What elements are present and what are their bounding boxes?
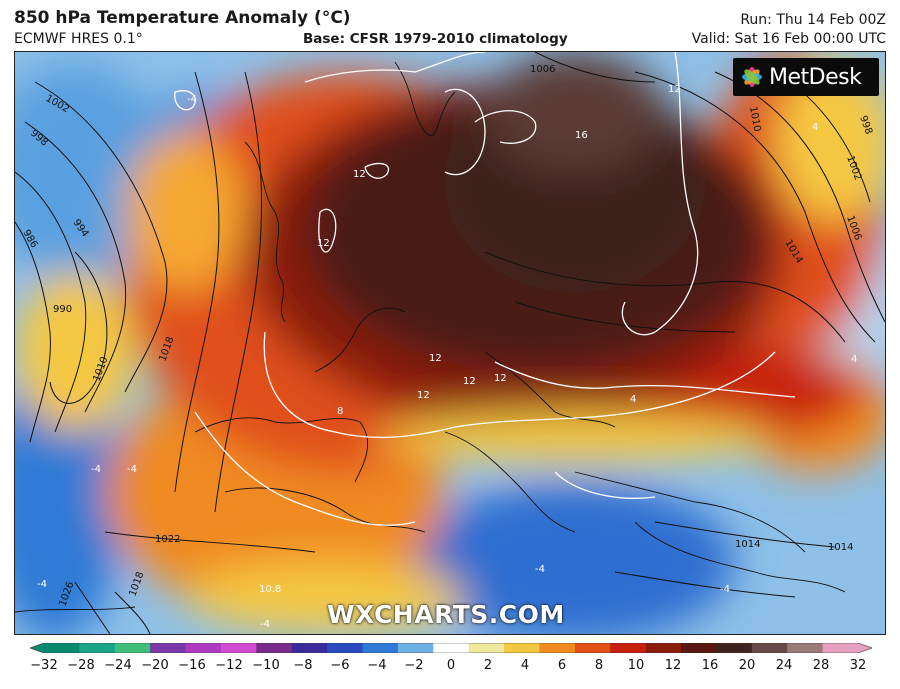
metdesk-logo-icon [742,67,762,87]
base-climatology-label: Base: CFSR 1979-2010 climatology [303,31,568,47]
isobars [15,52,885,634]
colorbar-tick-label: −10 [252,658,280,673]
anomaly-label: 10.8 [259,584,281,595]
anomaly-label: -4 [91,464,101,475]
colorbar-segment [220,643,257,653]
colorbar-tick-label: 24 [775,658,793,673]
colorbar-segment [610,643,647,653]
colorbar-segment [681,643,718,653]
map-canvas: 1002 998 986 994 990 1010 1018 1022 1026… [15,52,885,634]
anomaly-labels: -4 4 12 12 16 12 12 12 12 12 8 -4 4 4 -4… [37,84,857,630]
colorbar-segment [291,643,328,653]
colorbar-segment [397,643,434,653]
anomaly-label: -4 [187,94,197,105]
colorbar-tick-label: 8 [594,658,604,673]
run-time-label: Run: Thu 14 Feb 00Z [740,12,886,28]
anomaly-label: 12 [317,238,330,249]
colorbar-tick-label: −24 [104,658,132,673]
colorbar-tick-label: −20 [141,658,169,673]
colorbar-tick-label: −8 [293,658,313,673]
isobar-label: 1022 [155,534,180,545]
colorbar-segment [433,643,470,653]
anomaly-label: -4 [260,619,270,630]
colorbar-segment [79,643,116,653]
anomaly-map: 1002 998 986 994 990 1010 1018 1022 1026… [14,51,886,635]
chart-title: 850 hPa Temperature Anomaly (°C) [14,8,351,28]
colorbar-segment [362,643,399,653]
colorbar-segment [44,643,80,653]
colorbar-tick-label: −12 [215,658,243,673]
anomaly-label: 12 [668,84,681,95]
colorbar-tick-label: 4 [520,658,530,673]
metdesk-logo: MetDesk [733,58,879,96]
anomaly-label: 8 [337,406,343,417]
colorbar-tick-label: −6 [330,658,350,673]
colorbar-tick-label: 2 [483,658,493,673]
anomaly-field [15,52,885,634]
colorbar-segment [327,643,364,653]
anomaly-label: 12 [463,376,476,387]
colorbar-segment [787,643,824,653]
watermark: WXCHARTS.COM [327,600,565,629]
colorbar-segment [716,643,753,653]
anomaly-label: 4 [851,354,857,365]
colorbar-left-tip [30,643,44,653]
colorbar-segment [256,643,293,653]
colorbar-tick-label: −16 [178,658,206,673]
anomaly-label: 16 [575,130,588,141]
colorbar-labels: −32 −28 −24 −20 −16 −12 −10 −8 −6 −4 −2 0 2 4 6 8 10 12 16… [30,658,872,676]
anomaly-label: 12 [417,390,430,401]
colorbar-segment [114,643,151,653]
valid-time-label: Valid: Sat 16 Feb 00:00 UTC [691,31,886,47]
anomaly-label: -4 [720,584,730,595]
isobar-label: 1014 [828,542,853,553]
colorbar [30,643,872,653]
anomaly-label: -4 [535,564,545,575]
colorbar-tick-label: 28 [812,658,830,673]
colorbar-tick-label: 0 [446,658,456,673]
colorbar-segment [751,643,788,653]
colorbar-right-tip [858,643,872,653]
colorbar-tick-label: 20 [738,658,756,673]
anomaly-label: 4 [630,394,636,405]
colorbar-segment [468,643,505,653]
isobar-label: 1006 [530,64,555,75]
colorbar-segment [185,643,222,653]
isobar-label: 1014 [735,539,760,550]
colorbar-tick-label: 6 [557,658,567,673]
isobar-label: 990 [53,304,72,315]
anomaly-label: 12 [494,373,507,384]
anomaly-label: 12 [429,353,442,364]
colorbar-tick-label: 10 [627,658,645,673]
colorbar-tick-label: 12 [664,658,682,673]
anomaly-label: 4 [812,122,818,133]
colorbar-segment [539,643,576,653]
anomaly-contours [174,52,796,526]
colorbar-tick-label: −32 [30,658,58,673]
colorbar-tick-label: 32 [849,658,867,673]
anomaly-label: 12 [353,169,366,180]
colorbar-tick-label: 16 [701,658,719,673]
colorbar-tick-label: −2 [404,658,424,673]
colorbar-tick-label: −4 [367,658,387,673]
isobar-label: 1010 [747,106,762,133]
metdesk-logo-text: MetDesk [769,64,862,90]
anomaly-label: -4 [127,464,137,475]
anomaly-label: -4 [37,579,47,590]
colorbar-segment [822,643,859,653]
colorbar-segment [645,643,682,653]
colorbar-segment [504,643,541,653]
colorbar-tick-label: −28 [67,658,95,673]
model-label: ECMWF HRES 0.1° [14,31,143,47]
colorbar-segment [574,643,611,653]
colorbar-segment [150,643,187,653]
